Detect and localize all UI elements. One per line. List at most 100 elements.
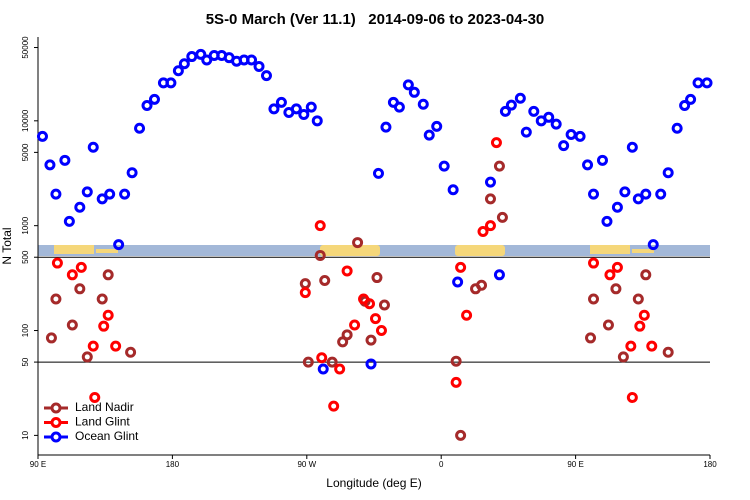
point [625, 340, 637, 352]
point [341, 329, 353, 341]
point [195, 48, 207, 60]
y-tick-label: 5000 [21, 143, 30, 161]
point [334, 363, 346, 375]
point [438, 160, 450, 172]
point [604, 269, 616, 281]
point [349, 319, 361, 331]
point [246, 54, 258, 66]
point [423, 129, 435, 141]
point [352, 237, 364, 249]
point [447, 184, 459, 196]
point [461, 309, 473, 321]
point [640, 269, 652, 281]
legend-marker [50, 431, 62, 443]
point [431, 120, 443, 132]
point [314, 249, 326, 261]
point [662, 346, 674, 358]
point [617, 351, 629, 363]
point [610, 283, 622, 295]
point [408, 86, 420, 98]
point [528, 105, 540, 117]
y-axis-label: N Total [0, 227, 14, 264]
y-tick-label: 50000 [21, 36, 30, 59]
x-tick-label: 0 [439, 460, 444, 469]
point [63, 215, 75, 227]
point [402, 79, 414, 91]
point [585, 332, 597, 344]
y-tick-label: 50 [21, 357, 30, 366]
point [484, 220, 496, 232]
point [253, 60, 265, 72]
point [178, 58, 190, 70]
x-axis-label: Longitude (deg E) [326, 476, 421, 490]
point [565, 129, 577, 141]
point [172, 65, 184, 77]
point [268, 103, 280, 115]
point [104, 188, 116, 200]
legend-label: Land Nadir [75, 400, 134, 414]
point [493, 160, 505, 172]
point [102, 269, 114, 281]
x-tick-label: 180 [166, 460, 180, 469]
point [634, 320, 646, 332]
point [365, 334, 377, 346]
point [50, 188, 62, 200]
point [450, 355, 462, 367]
point [611, 201, 623, 213]
point [45, 332, 57, 344]
point [496, 211, 508, 223]
point [260, 70, 272, 82]
point [110, 340, 122, 352]
point [98, 320, 110, 332]
point [365, 358, 377, 370]
point [588, 293, 600, 305]
point [484, 193, 496, 205]
point [96, 293, 108, 305]
point [632, 193, 644, 205]
point [141, 99, 153, 111]
point [378, 299, 390, 311]
point [450, 376, 462, 388]
point [305, 101, 317, 113]
point [186, 51, 198, 63]
point [113, 239, 125, 251]
point [476, 279, 488, 291]
point [602, 319, 614, 331]
y-tick-label: 100 [21, 323, 30, 337]
point [455, 261, 467, 273]
point [66, 269, 78, 281]
x-tick-label: 90 W [297, 460, 316, 469]
point [455, 429, 467, 441]
point [543, 111, 555, 123]
point [364, 298, 376, 310]
point [81, 186, 93, 198]
point [87, 141, 99, 153]
point [514, 92, 526, 104]
point [126, 167, 138, 179]
point [582, 159, 594, 171]
x-tick-label: 90 E [30, 460, 46, 469]
point [74, 283, 86, 295]
point [588, 257, 600, 269]
x-tick-label: 90 E [567, 460, 583, 469]
point [671, 122, 683, 134]
point [102, 309, 114, 321]
point [493, 269, 505, 281]
point [311, 115, 323, 127]
point [499, 105, 511, 117]
point [89, 391, 101, 403]
point [299, 287, 311, 299]
point [290, 103, 302, 115]
point [96, 193, 108, 205]
point [50, 293, 62, 305]
point [319, 274, 331, 286]
point [596, 154, 608, 166]
point [87, 340, 99, 352]
point [369, 313, 381, 325]
y-tick-label: 1000 [21, 216, 30, 234]
point [75, 261, 87, 273]
point [299, 278, 311, 290]
point [611, 261, 623, 273]
point [685, 93, 697, 105]
